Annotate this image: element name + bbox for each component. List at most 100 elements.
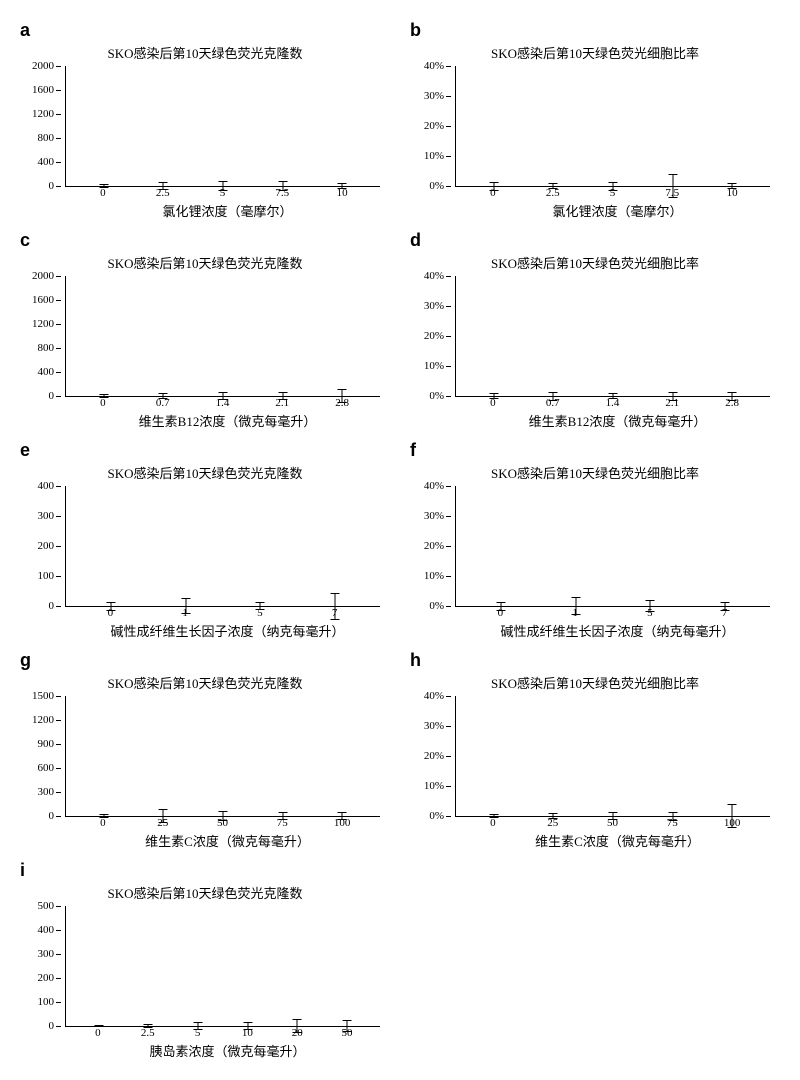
y-tick: 300 bbox=[38, 510, 62, 522]
y-tick: 0 bbox=[49, 600, 62, 612]
y-tick-label: 20% bbox=[424, 120, 444, 132]
y-tick: 600 bbox=[38, 762, 62, 774]
y-tick: 10% bbox=[424, 150, 451, 162]
tick-mark bbox=[446, 576, 451, 577]
y-tick: 0 bbox=[49, 810, 62, 822]
tick-mark bbox=[56, 978, 61, 979]
error-bar bbox=[672, 812, 673, 821]
error-bar bbox=[282, 812, 283, 820]
y-tick: 400 bbox=[38, 156, 62, 168]
y-tick-label: 2000 bbox=[32, 60, 54, 72]
y-tick-label: 20% bbox=[424, 750, 444, 762]
x-axis-title: 维生素B12浓度（微克每毫升） bbox=[455, 411, 780, 430]
y-tick: 10% bbox=[424, 570, 451, 582]
error-bar bbox=[103, 184, 104, 188]
chart-title: SKO感染后第10天绿色荧光克隆数 bbox=[20, 463, 390, 482]
bars-container bbox=[66, 66, 380, 186]
bars-container bbox=[66, 486, 380, 606]
y-tick: 0% bbox=[429, 180, 451, 192]
y-tick: 40% bbox=[424, 690, 451, 702]
y-tick-label: 400 bbox=[38, 480, 55, 492]
y-tick-label: 400 bbox=[38, 156, 55, 168]
chart-title: SKO感染后第10天绿色荧光克隆数 bbox=[20, 883, 390, 902]
tick-mark bbox=[56, 90, 61, 91]
y-tick: 30% bbox=[424, 510, 451, 522]
y-tick: 0% bbox=[429, 810, 451, 822]
error-bar bbox=[198, 1022, 199, 1029]
error-bar bbox=[247, 1022, 248, 1029]
tick-mark bbox=[56, 768, 61, 769]
error-bar bbox=[612, 182, 613, 191]
x-axis-title: 胰岛素浓度（微克每毫升） bbox=[65, 1041, 390, 1060]
y-tick: 400 bbox=[38, 924, 62, 936]
y-tick: 0% bbox=[429, 390, 451, 402]
error-bar bbox=[282, 392, 283, 399]
tick-mark bbox=[56, 300, 61, 301]
panel-e: eSKO感染后第10天绿色荧光克隆数01002003004000157碱性成纤维… bbox=[20, 440, 390, 640]
y-tick-label: 1200 bbox=[32, 108, 54, 120]
tick-mark bbox=[56, 66, 61, 67]
tick-mark bbox=[56, 792, 61, 793]
tick-mark bbox=[446, 66, 451, 67]
tick-mark bbox=[446, 186, 451, 187]
y-tick-label: 300 bbox=[38, 786, 55, 798]
x-axis-title: 氯化锂浓度（毫摩尔） bbox=[65, 201, 390, 220]
y-tick: 0 bbox=[49, 1020, 62, 1032]
y-tick-label: 40% bbox=[424, 270, 444, 282]
tick-mark bbox=[56, 906, 61, 907]
y-tick: 500 bbox=[38, 900, 62, 912]
y-axis-ticks: 0100200300400 bbox=[21, 486, 61, 606]
x-axis-title: 碱性成纤维生长因子浓度（纳克每毫升） bbox=[455, 621, 780, 640]
y-tick: 900 bbox=[38, 738, 62, 750]
tick-mark bbox=[446, 306, 451, 307]
y-tick-label: 20% bbox=[424, 540, 444, 552]
error-bar bbox=[222, 181, 223, 191]
tick-mark bbox=[446, 126, 451, 127]
y-tick-label: 1500 bbox=[32, 690, 54, 702]
error-bar bbox=[222, 392, 223, 399]
y-axis-ticks: 0%10%20%30%40% bbox=[411, 696, 451, 816]
tick-mark bbox=[56, 162, 61, 163]
error-bar bbox=[148, 1024, 149, 1028]
y-tick-label: 0 bbox=[49, 180, 55, 192]
chart-area: 030060090012001500 bbox=[65, 696, 380, 817]
error-bar bbox=[732, 392, 733, 401]
y-tick-label: 30% bbox=[424, 300, 444, 312]
tick-mark bbox=[56, 576, 61, 577]
panel-h: hSKO感染后第10天绿色荧光细胞比率0%10%20%30%40%0255075… bbox=[410, 650, 780, 850]
tick-mark bbox=[446, 396, 451, 397]
x-tick-label: 0 bbox=[83, 397, 123, 409]
y-tick-label: 0 bbox=[49, 600, 55, 612]
y-tick: 0% bbox=[429, 600, 451, 612]
y-tick-label: 100 bbox=[38, 996, 55, 1008]
bars-container bbox=[456, 486, 770, 606]
y-tick: 100 bbox=[38, 570, 62, 582]
y-tick: 400 bbox=[38, 366, 62, 378]
y-tick: 800 bbox=[38, 132, 62, 144]
y-tick-label: 30% bbox=[424, 720, 444, 732]
y-tick: 40% bbox=[424, 480, 451, 492]
y-tick: 40% bbox=[424, 60, 451, 72]
y-tick: 20% bbox=[424, 330, 451, 342]
y-tick-label: 20% bbox=[424, 330, 444, 342]
y-tick-label: 40% bbox=[424, 480, 444, 492]
y-tick-label: 0% bbox=[429, 180, 444, 192]
y-tick: 30% bbox=[424, 300, 451, 312]
chart-title: SKO感染后第10天绿色荧光克隆数 bbox=[20, 673, 390, 692]
y-tick: 1200 bbox=[32, 318, 61, 330]
error-bar bbox=[342, 389, 343, 403]
error-bar bbox=[185, 598, 186, 615]
tick-mark bbox=[56, 186, 61, 187]
y-tick: 1600 bbox=[32, 294, 61, 306]
error-bar bbox=[672, 392, 673, 401]
bars-container bbox=[456, 276, 770, 396]
y-tick-label: 400 bbox=[38, 366, 55, 378]
y-tick-label: 800 bbox=[38, 342, 55, 354]
chart-area: 0100200300400 bbox=[65, 486, 380, 607]
tick-mark bbox=[56, 696, 61, 697]
y-axis-ticks: 0100200300400500 bbox=[21, 906, 61, 1026]
x-tick-label: 0 bbox=[83, 187, 123, 199]
y-tick: 2000 bbox=[32, 60, 61, 72]
tick-mark bbox=[56, 486, 61, 487]
panel-label: a bbox=[20, 20, 390, 41]
